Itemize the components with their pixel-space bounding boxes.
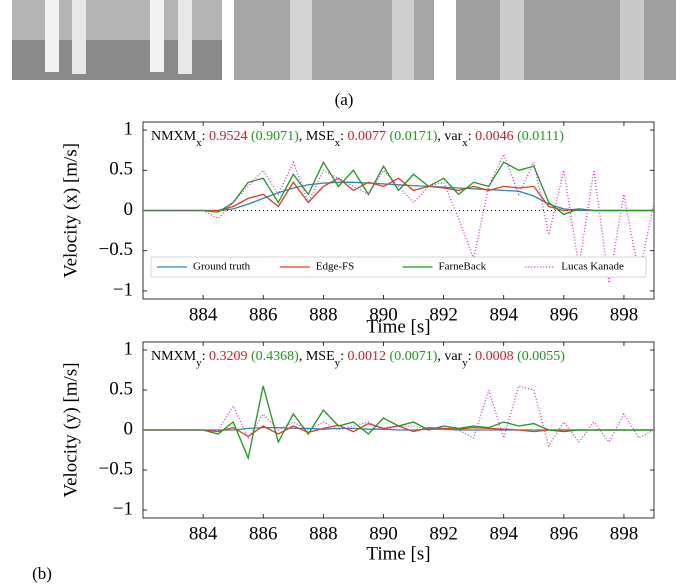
metric-text: , var xyxy=(437,349,462,364)
y-tick-label: 0.5 xyxy=(109,159,133,180)
metric-text: y xyxy=(462,357,468,369)
x-tick-label: 886 xyxy=(249,523,278,544)
panel-label: (a) xyxy=(335,90,354,109)
metric-text: x xyxy=(196,137,202,149)
series-line xyxy=(143,385,654,461)
metric-text: (0.0055) xyxy=(514,349,566,364)
x-tick-label: 894 xyxy=(489,523,518,544)
metric-text: (0.0111) xyxy=(514,129,565,144)
x-tick-label: 898 xyxy=(610,304,639,325)
metric-text: NMXM xyxy=(151,129,197,144)
metric-text: : xyxy=(202,349,209,364)
x-tick-label: 892 xyxy=(429,304,458,325)
metric-text: 0.3209 xyxy=(209,349,248,364)
x-tick-label: 884 xyxy=(189,523,218,544)
series-line xyxy=(143,160,654,216)
metric-text: : xyxy=(468,129,475,144)
y-tick-label: 0 xyxy=(124,199,134,220)
legend-label: Edge-FS xyxy=(316,261,355,273)
x-tick-label: 888 xyxy=(309,304,338,325)
metric-text: : xyxy=(340,349,347,364)
series-line xyxy=(143,177,654,212)
y-tick-label: −1 xyxy=(113,498,133,519)
metric-text: 0.9524 xyxy=(209,129,248,144)
x-tick-label: 896 xyxy=(550,523,579,544)
metric-text: (0.0071) xyxy=(386,349,438,364)
x-tick-label: 890 xyxy=(369,523,398,544)
metric-text: : xyxy=(340,129,347,144)
metric-text: : xyxy=(202,129,209,144)
x-tick-label: 884 xyxy=(189,304,218,325)
metrics-annotation: NMXMy: 0.3209 (0.4368), MSEy: 0.0012 (0.… xyxy=(151,349,565,368)
metrics-annotation: NMXMx: 0.9524 (0.9071), MSEx: 0.0077 (0.… xyxy=(151,129,564,148)
metric-text: x xyxy=(335,137,341,149)
y-axis-label: Velocity (x) [m/s] xyxy=(60,143,81,278)
metric-text: , var xyxy=(437,129,462,144)
metric-text: , MSE xyxy=(299,349,335,364)
y-tick-label: 1 xyxy=(124,118,134,139)
x-tick-label: 898 xyxy=(610,523,639,544)
series-line xyxy=(143,385,655,448)
metric-text: 0.0077 xyxy=(348,129,387,144)
x-tick-label: 896 xyxy=(550,304,579,325)
metric-text: 0.0012 xyxy=(348,349,387,364)
x-tick-label: 888 xyxy=(309,523,338,544)
metric-text: y xyxy=(196,357,202,369)
chart: −1 −0.5 0 0.5 1 884 886 888 890 892 894 896 898 Time … xyxy=(60,338,655,564)
x-axis-label: Time [s] xyxy=(366,316,430,337)
legend-label: FarneBack xyxy=(439,261,487,273)
metric-text: , MSE xyxy=(299,129,335,144)
x-axis-label: Time [s] xyxy=(366,543,430,564)
legend-label: Lucas Kanade xyxy=(561,261,624,273)
x-tick-label: 892 xyxy=(429,523,458,544)
panel-label: (b) xyxy=(32,564,52,583)
metric-text: NMXM xyxy=(151,349,197,364)
metric-text: (0.4368) xyxy=(248,349,300,364)
x-tick-label: 886 xyxy=(249,304,278,325)
x-tick-label: 894 xyxy=(489,304,518,325)
y-axis-label: Velocity (y) [m/s] xyxy=(60,362,81,497)
metric-text: y xyxy=(335,357,341,369)
metric-text: x xyxy=(462,137,468,149)
y-tick-label: 0 xyxy=(124,418,134,439)
metric-text: 0.0046 xyxy=(475,129,514,144)
legend-label: Ground truth xyxy=(193,261,251,273)
legend-box xyxy=(150,256,647,278)
y-tick-label: −0.5 xyxy=(99,458,133,479)
y-tick-label: −1 xyxy=(113,279,133,300)
metric-text: 0.0008 xyxy=(475,349,514,364)
y-tick-label: 0.5 xyxy=(109,378,133,399)
y-tick-label: −0.5 xyxy=(99,239,133,260)
x-tick-label: 890 xyxy=(369,304,398,325)
series-line xyxy=(143,152,655,284)
chart: −1 −0.5 0 0.5 1 884 886 888 890 892 894 896 898 Time … xyxy=(60,118,655,337)
photo-strip xyxy=(12,0,676,80)
metric-text: : xyxy=(468,349,475,364)
y-tick-label: 1 xyxy=(124,338,134,359)
metric-text: (0.0171) xyxy=(386,129,438,144)
metric-text: (0.9071) xyxy=(248,129,300,144)
